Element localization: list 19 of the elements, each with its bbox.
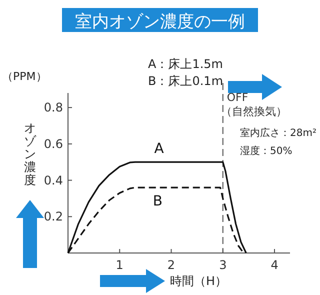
y-tick-label: 0.4 [44, 173, 63, 188]
text: B：床上0.1m [148, 74, 224, 88]
ref-line-label: OFF （自然換気） [220, 91, 287, 118]
x-tick-label: 3 [219, 258, 227, 272]
y-tick-label: 0.2 [44, 210, 63, 224]
text: A：床上1.5m [148, 57, 223, 71]
chart-title: 室内オゾン濃度の一例 [75, 12, 245, 32]
y-tick-label: 0.8 [44, 100, 63, 115]
x-tick-label: 1 [116, 258, 124, 272]
series-label: B [152, 194, 163, 210]
series-label: A [154, 141, 164, 157]
x-tick-label: 4 [270, 258, 278, 272]
annotation: 室内広さ：28m² [240, 127, 316, 139]
annotation: 湿度：50% [240, 145, 292, 157]
x-tick-label: 2 [167, 258, 176, 272]
text: （PPM） [2, 70, 47, 83]
y-tick-label: 0.6 [44, 136, 63, 151]
y-axis-title: オゾン濃度 [24, 121, 37, 187]
x-axis-title: 時間（H） [170, 274, 228, 288]
